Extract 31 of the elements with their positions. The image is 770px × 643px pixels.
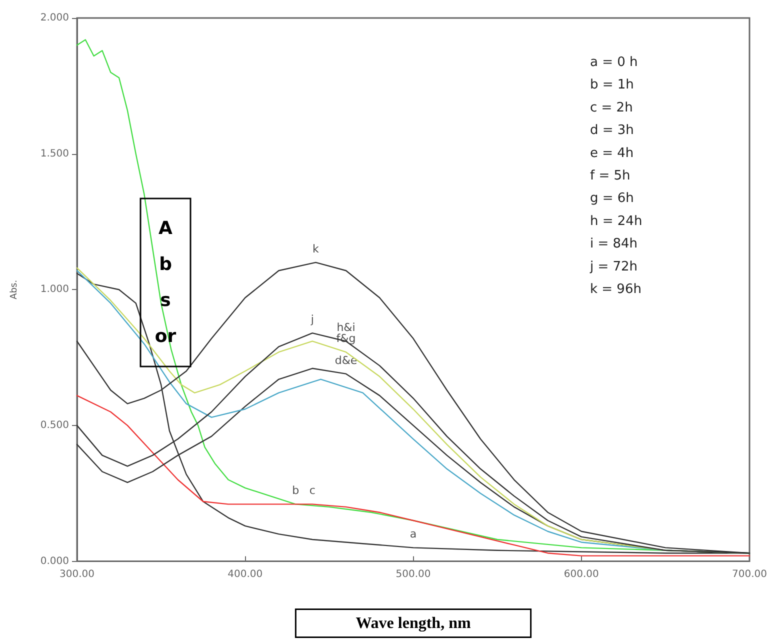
annotation: d = 3h (590, 123, 634, 138)
y-tick-label: 0.000 (40, 556, 69, 567)
x-tick-label: 300.00 (60, 568, 94, 580)
x-axis-title: Wave length, nm (356, 614, 472, 632)
annotation: e = 4h (590, 146, 634, 161)
x-tick-label: 400.00 (228, 568, 263, 580)
annotation: i = 84h (590, 236, 638, 252)
y-tick-label: 0.500 (40, 420, 69, 431)
annotation: h&i (336, 321, 356, 334)
annotation: k = 96h (590, 282, 642, 297)
line-series (76, 394, 750, 556)
y-tick-label: 1.000 (40, 284, 69, 296)
x-tick-label: 600.00 (564, 568, 599, 580)
annotation: a (410, 528, 417, 541)
annotation: a = 0 h (590, 55, 638, 70)
annotation: k (312, 242, 320, 256)
x-tick-label: 500.00 (396, 568, 431, 580)
y-tick-label: 2.000 (40, 12, 69, 24)
annotation: h = 24h (590, 214, 642, 229)
annotation: j = 72h (589, 259, 638, 274)
annotation: c (309, 484, 316, 498)
x-tick-label: 700.00 (732, 568, 768, 580)
annotation: f = 5h (590, 168, 630, 184)
annotation: g = 6h (590, 191, 634, 206)
y-tick-label: 1.500 (40, 148, 69, 160)
annotation: j (310, 313, 314, 326)
annotation: b = 1h (590, 78, 634, 93)
annotation: d&e (334, 354, 358, 367)
annotation: c = 2h (590, 100, 633, 116)
annotation: b (292, 484, 300, 498)
y-axis-title: Abs. (10, 280, 20, 300)
